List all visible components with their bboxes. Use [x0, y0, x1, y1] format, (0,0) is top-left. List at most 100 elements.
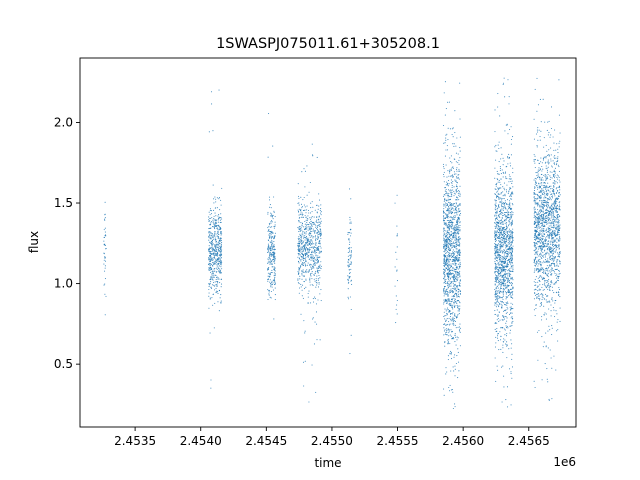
data-point — [495, 276, 497, 278]
data-point — [445, 332, 447, 334]
data-point — [542, 220, 544, 222]
data-point — [104, 270, 106, 272]
data-point — [497, 106, 499, 108]
data-point — [511, 343, 513, 345]
data-point — [506, 406, 509, 408]
data-point — [209, 254, 212, 256]
data-point — [213, 276, 215, 278]
data-point — [318, 242, 320, 245]
data-point — [509, 178, 511, 180]
data-point — [559, 194, 561, 196]
data-point — [447, 246, 449, 248]
data-point — [499, 291, 501, 293]
data-point — [220, 221, 222, 224]
data-point — [447, 242, 449, 244]
data-point — [304, 206, 306, 208]
data-point — [307, 256, 309, 258]
data-point — [459, 202, 461, 205]
data-point — [548, 120, 550, 122]
data-point — [319, 209, 321, 212]
data-point — [543, 250, 545, 252]
data-point — [320, 233, 322, 235]
data-point — [553, 202, 555, 204]
data-point — [502, 290, 504, 292]
data-point — [537, 211, 539, 213]
data-point — [505, 238, 507, 240]
data-point — [458, 236, 460, 238]
data-point — [219, 228, 222, 230]
data-point — [499, 238, 501, 240]
data-point — [511, 236, 513, 238]
data-point — [212, 277, 214, 279]
data-point — [449, 171, 451, 173]
data-point — [504, 291, 507, 293]
data-point — [507, 245, 509, 247]
data-point — [555, 210, 557, 212]
data-point — [444, 279, 446, 281]
data-point — [494, 262, 496, 264]
data-point — [298, 268, 300, 270]
data-point — [496, 221, 498, 223]
data-point — [446, 290, 448, 292]
data-point — [456, 275, 458, 277]
data-point — [456, 184, 458, 186]
data-point — [457, 252, 459, 254]
data-point — [501, 234, 503, 236]
data-point — [299, 245, 301, 247]
data-point — [550, 255, 552, 257]
data-point — [451, 299, 454, 301]
data-point — [456, 296, 458, 298]
data-point — [315, 246, 317, 249]
data-point — [445, 315, 447, 317]
data-point — [502, 191, 504, 193]
data-point — [306, 205, 308, 207]
data-point — [219, 257, 221, 259]
data-point — [448, 330, 450, 332]
data-point — [217, 224, 219, 227]
data-point — [508, 242, 510, 244]
data-point — [320, 265, 322, 267]
data-point — [445, 139, 447, 141]
data-point — [499, 295, 501, 297]
data-point — [497, 236, 499, 238]
data-point — [501, 401, 503, 403]
data-point — [272, 289, 275, 291]
data-point — [500, 336, 502, 338]
data-point — [315, 278, 317, 280]
data-point — [218, 237, 220, 240]
data-point — [559, 320, 561, 323]
data-point — [443, 230, 445, 232]
data-point — [448, 239, 450, 241]
data-point — [394, 202, 396, 204]
data-point — [459, 331, 461, 333]
data-point — [551, 327, 553, 329]
data-point — [508, 128, 511, 131]
data-point — [213, 226, 215, 229]
data-point — [458, 313, 460, 315]
data-point — [447, 341, 449, 343]
data-point — [272, 243, 274, 245]
data-point — [543, 158, 545, 160]
data-point — [497, 315, 499, 318]
data-point — [495, 225, 497, 227]
data-point — [219, 282, 221, 284]
data-point — [498, 233, 500, 235]
data-point — [453, 370, 455, 372]
data-point — [541, 249, 543, 251]
data-point — [554, 195, 556, 197]
data-point — [210, 253, 213, 255]
data-point — [300, 227, 302, 229]
data-point — [307, 244, 309, 247]
data-point — [510, 209, 512, 211]
data-point — [534, 234, 536, 237]
data-point — [267, 247, 269, 249]
data-point — [502, 243, 504, 245]
data-point — [549, 270, 551, 272]
data-point — [447, 355, 449, 357]
data-point — [268, 234, 270, 236]
data-point — [348, 269, 350, 271]
data-point — [452, 136, 454, 138]
data-point — [512, 245, 514, 247]
data-point — [446, 282, 448, 284]
data-point — [553, 149, 555, 151]
